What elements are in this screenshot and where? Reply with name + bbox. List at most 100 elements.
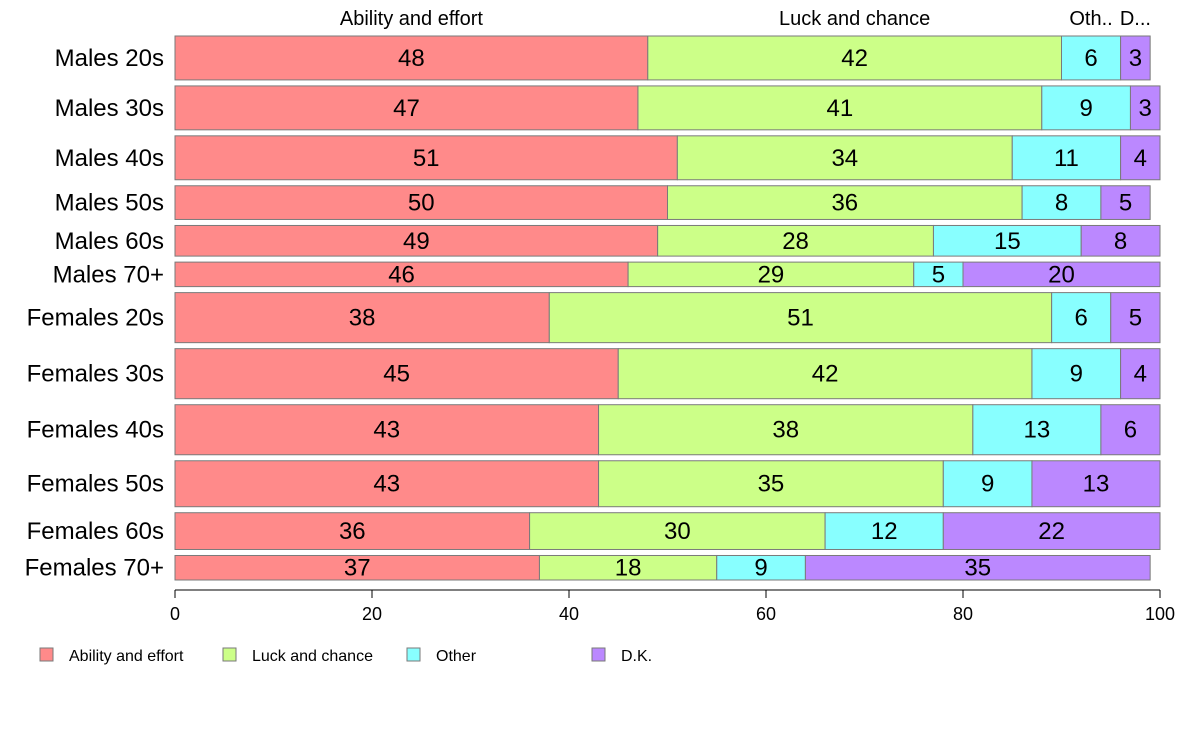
- bar-segment: [962, 261, 1161, 288]
- legend-label: Ability and effort: [69, 648, 184, 665]
- bar-value-label: 5: [932, 261, 945, 288]
- bar-value-label: 6: [1075, 305, 1088, 332]
- bar-segment: [1080, 224, 1161, 257]
- bar-segment: [174, 292, 550, 344]
- bar-segment: [174, 35, 649, 81]
- bar-segment: [942, 512, 1161, 550]
- bar-value-label: 4: [1134, 145, 1147, 172]
- bar-value-label: 36: [831, 190, 858, 217]
- bar-value-label: 47: [393, 95, 420, 122]
- x-tick-label: 100: [1145, 604, 1175, 624]
- bar-segment: [804, 554, 1151, 581]
- row-label: Males 70+: [53, 261, 164, 288]
- bar-segment: [598, 460, 944, 508]
- bar-value-label: 20: [1048, 261, 1075, 288]
- bar-value-label: 11: [1054, 145, 1079, 172]
- row-1: Males 30s 47 41 9 3: [55, 85, 1161, 131]
- row-label: Males 30s: [55, 95, 164, 122]
- bar-value-label: 34: [831, 145, 858, 172]
- bar-value-label: 28: [782, 228, 809, 255]
- bar-segment: [1061, 35, 1122, 81]
- row-9: Females 50s 43 35 9 13: [27, 460, 1161, 508]
- bar-value-label: 13: [1083, 471, 1110, 498]
- legend-label: Luck and chance: [252, 648, 373, 665]
- row-11: Females 70+ 37 18 9 35: [25, 555, 1151, 582]
- row-2: Males 40s 51 34 11 4: [55, 135, 1161, 181]
- bar-segment: [824, 512, 944, 550]
- bar-value-label: 5: [1119, 190, 1132, 217]
- bar-segment: [676, 135, 1013, 181]
- row-label: Males 40s: [55, 145, 164, 172]
- legend-label: D.K.: [621, 648, 652, 665]
- bar-value-label: 49: [403, 228, 430, 255]
- bar-segment: [174, 554, 540, 581]
- bar-value-label: 29: [758, 261, 785, 288]
- row-label: Females 70+: [25, 555, 164, 582]
- legend: Ability and effort Luck and chance Other D.…: [39, 647, 652, 665]
- bar-segment: [972, 404, 1102, 456]
- bar-segment: [1041, 85, 1131, 131]
- row-5: Males 70+ 46 29 5 20: [53, 261, 1161, 288]
- bar-value-label: 18: [615, 555, 642, 582]
- bar-value-label: 37: [344, 555, 371, 582]
- legend-swatch: [406, 647, 421, 662]
- column-header-0: Ability and effort: [340, 8, 483, 30]
- bar-value-label: 6: [1124, 417, 1137, 444]
- bar-segment: [174, 135, 678, 181]
- x-tick-label: 40: [559, 604, 579, 624]
- bar-segment: [1120, 348, 1161, 400]
- bar-value-label: 9: [754, 555, 767, 582]
- bar-segment: [1031, 460, 1161, 508]
- row-8: Females 40s 43 38 13 6: [27, 404, 1161, 456]
- bar-value-label: 45: [383, 361, 410, 388]
- row-3: Males 50s 50 36 8 5: [55, 185, 1151, 220]
- bar-segment: [1110, 292, 1161, 344]
- bar-value-label: 38: [772, 417, 799, 444]
- bar-segment: [932, 224, 1082, 257]
- column-header-3: D...: [1120, 8, 1151, 30]
- bar-value-label: 9: [1079, 95, 1092, 122]
- row-label: Females 30s: [27, 361, 164, 388]
- legend-label: Other: [436, 648, 477, 665]
- row-label: Males 20s: [55, 45, 164, 72]
- bar-segment: [174, 261, 629, 288]
- bar-segment: [174, 224, 659, 257]
- bar-value-label: 30: [664, 518, 691, 545]
- row-label: Males 50s: [55, 190, 164, 217]
- bar-segment: [1129, 85, 1161, 131]
- row-6: Females 20s 38 51 6 5: [27, 292, 1161, 344]
- bar-value-label: 3: [1139, 95, 1152, 122]
- row-4: Males 60s 49 28 15 8: [55, 224, 1161, 257]
- bar-segment: [1031, 348, 1122, 400]
- bar-value-label: 22: [1038, 518, 1065, 545]
- bar-segment: [1100, 185, 1151, 220]
- bar-value-label: 51: [787, 305, 814, 332]
- bar-value-label: 35: [758, 471, 785, 498]
- row-10: Females 60s 36 30 12 22: [27, 512, 1161, 550]
- bar-value-label: 13: [1024, 417, 1051, 444]
- row-7: Females 30s 45 42 9 4: [27, 348, 1161, 400]
- row-label: Females 50s: [27, 471, 164, 498]
- x-tick-label: 80: [953, 604, 973, 624]
- bar-segment: [174, 512, 531, 550]
- row-label: Females 20s: [27, 305, 164, 332]
- bar-segment: [174, 85, 639, 131]
- bar-value-label: 36: [339, 518, 366, 545]
- row-0: Males 20s 48 42 6 3: [55, 35, 1151, 81]
- legend-swatch: [591, 647, 606, 662]
- bar-value-label: 9: [1070, 361, 1083, 388]
- bar-value-label: 3: [1129, 45, 1142, 72]
- bar-segment: [174, 185, 668, 220]
- bar-value-label: 8: [1114, 228, 1127, 255]
- bar-segment: [667, 185, 1023, 220]
- row-label: Females 60s: [27, 518, 164, 545]
- row-label: Females 40s: [27, 417, 164, 444]
- x-axis: 0 20 40 60 80 100: [170, 589, 1175, 624]
- bar-value-label: 48: [398, 45, 425, 72]
- bar-segment: [1120, 35, 1151, 81]
- bar-value-label: 35: [964, 555, 991, 582]
- bar-value-label: 50: [408, 190, 435, 217]
- bar-segment: [913, 261, 964, 288]
- bar-value-label: 42: [812, 361, 839, 388]
- bar-segment: [174, 348, 619, 400]
